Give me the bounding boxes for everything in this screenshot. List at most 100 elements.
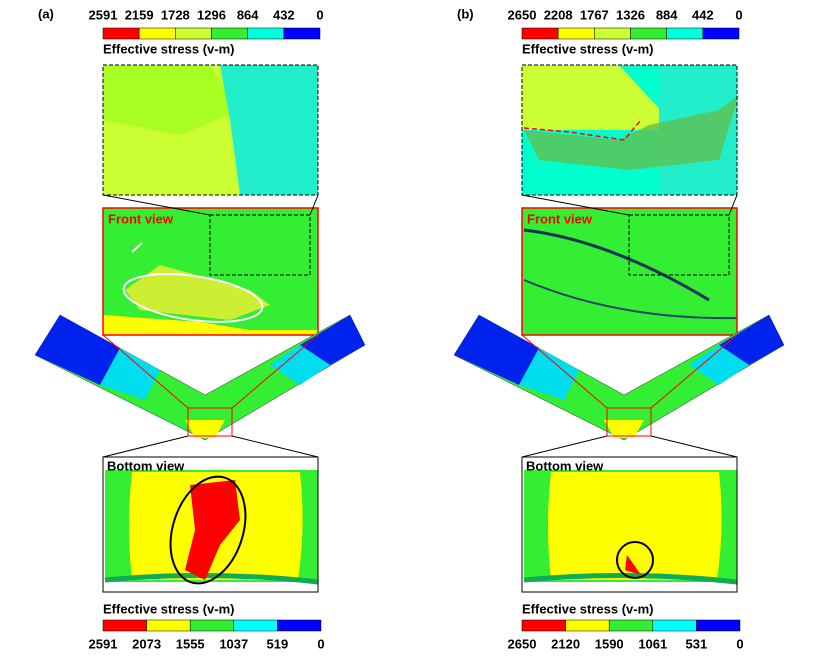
colorbar-tick: 0: [735, 7, 742, 22]
colorbar-segment: [102, 27, 140, 40]
front-frame: [521, 207, 738, 336]
colorbar-tick: 2591: [89, 7, 118, 22]
specimen-end: [719, 315, 784, 365]
connector: [102, 194, 211, 216]
colorbar-title: Effective stress (v-m): [522, 601, 654, 616]
arrow: [131, 242, 143, 253]
connector: [102, 435, 189, 458]
shell-edge: [104, 572, 319, 585]
front-bg: [522, 208, 737, 335]
stress-region: [125, 265, 270, 320]
stress-region: [270, 345, 330, 385]
stress-region: [100, 348, 160, 400]
colorbar-segment: [521, 619, 566, 632]
stress-region: [625, 555, 641, 575]
dashed-box: [209, 214, 311, 276]
colorbar-segment: [696, 619, 741, 632]
colorbar-segment: [189, 619, 235, 632]
colorbar-segment: [277, 619, 322, 632]
colorbar-segment: [608, 619, 654, 632]
colorbar-tick: 2650: [508, 7, 537, 22]
colorbar-tick: 432: [273, 7, 295, 22]
colorbar-tick: 1590: [595, 636, 624, 651]
colorbar-tick: 2159: [125, 7, 154, 22]
dashed-box: [628, 214, 730, 276]
connector: [728, 194, 738, 216]
colorbar-segment: [702, 27, 740, 40]
panel-label: (a): [38, 6, 54, 21]
colorbar-tick: 864: [237, 7, 259, 22]
colorbar-tick: 2208: [544, 7, 573, 22]
connector: [231, 435, 319, 458]
highlight: [523, 119, 642, 141]
colorbar-tick: 1061: [638, 636, 667, 651]
stress-region: [519, 348, 579, 400]
highlight: [122, 273, 264, 323]
colorbar-segment: [175, 27, 212, 40]
colorbar-tick: 2120: [551, 636, 580, 651]
connector: [309, 194, 319, 216]
zoom-detail: [102, 64, 319, 196]
colorbar-segment: [102, 619, 147, 632]
colorbar-segment: [557, 27, 595, 40]
colorbar-tick: 1728: [161, 7, 190, 22]
stress-region: [103, 315, 318, 335]
colorbar-title: Effective stress (v-m): [103, 601, 235, 616]
highlight: [169, 475, 247, 585]
colorbar-tick: 0: [317, 636, 324, 651]
highlight: [616, 541, 654, 579]
shell-edge: [523, 572, 738, 585]
stress-region: [185, 480, 240, 580]
zoom-detail: [521, 64, 739, 196]
panel: (a) 2591 2159 1728 1296 864 432 0 Effective stre…: [34, 6, 366, 651]
connector: [521, 334, 608, 409]
stress-region: [689, 345, 749, 385]
zoom-marker: [187, 407, 233, 437]
zoom-frame: [521, 64, 738, 196]
colorbar-segment: [146, 619, 191, 632]
colorbar-segment: [630, 27, 667, 40]
colorbar-segment: [138, 27, 176, 40]
colorbar-tick: 1296: [197, 7, 226, 22]
connector: [102, 334, 189, 409]
colorbar-tick: 1326: [616, 7, 645, 22]
colorbar-tick: 442: [692, 7, 714, 22]
colorbar-segment: [652, 619, 697, 632]
colorbar-segment: [594, 27, 631, 40]
panel: (b) 2650 2208 1767 1326 884 442 0 Effective stre…: [453, 6, 785, 651]
colorbar-segment: [283, 27, 321, 40]
colorbar-tick: 531: [686, 636, 708, 651]
stress-region: [220, 65, 318, 195]
colorbar-segment: [565, 619, 610, 632]
stress-region: [185, 420, 225, 438]
stress-region: [522, 65, 679, 130]
bottom-frame: [102, 456, 319, 593]
stress-region: [524, 95, 739, 170]
colorbar-tick: 884: [656, 7, 678, 22]
connector: [650, 334, 738, 409]
stress-region: [103, 65, 240, 135]
front-frame: [102, 207, 319, 336]
connector: [231, 334, 319, 409]
colorbar-tick: 1767: [580, 7, 609, 22]
panel-label: (b): [457, 6, 474, 21]
view-label: Bottom view: [107, 458, 185, 473]
colorbar-tick: 2591: [89, 636, 118, 651]
view-label: Front view: [527, 211, 593, 226]
colorbar-segment: [247, 27, 285, 40]
zoom-frame: [102, 64, 319, 196]
connector: [521, 435, 608, 458]
connector: [521, 194, 630, 216]
colorbar-tick: 1037: [219, 636, 248, 651]
colorbar-tick: 2650: [508, 636, 537, 651]
colorbar-segment: [666, 27, 704, 40]
colorbar-segment: [521, 27, 559, 40]
colorbar-segment: [233, 619, 278, 632]
stress-region: [548, 472, 722, 580]
shell-edge: [523, 228, 710, 302]
view-label: Front view: [108, 211, 174, 226]
specimen-end: [300, 315, 365, 365]
colorbar-title: Effective stress (v-m): [103, 41, 235, 56]
stress-region: [604, 420, 644, 438]
